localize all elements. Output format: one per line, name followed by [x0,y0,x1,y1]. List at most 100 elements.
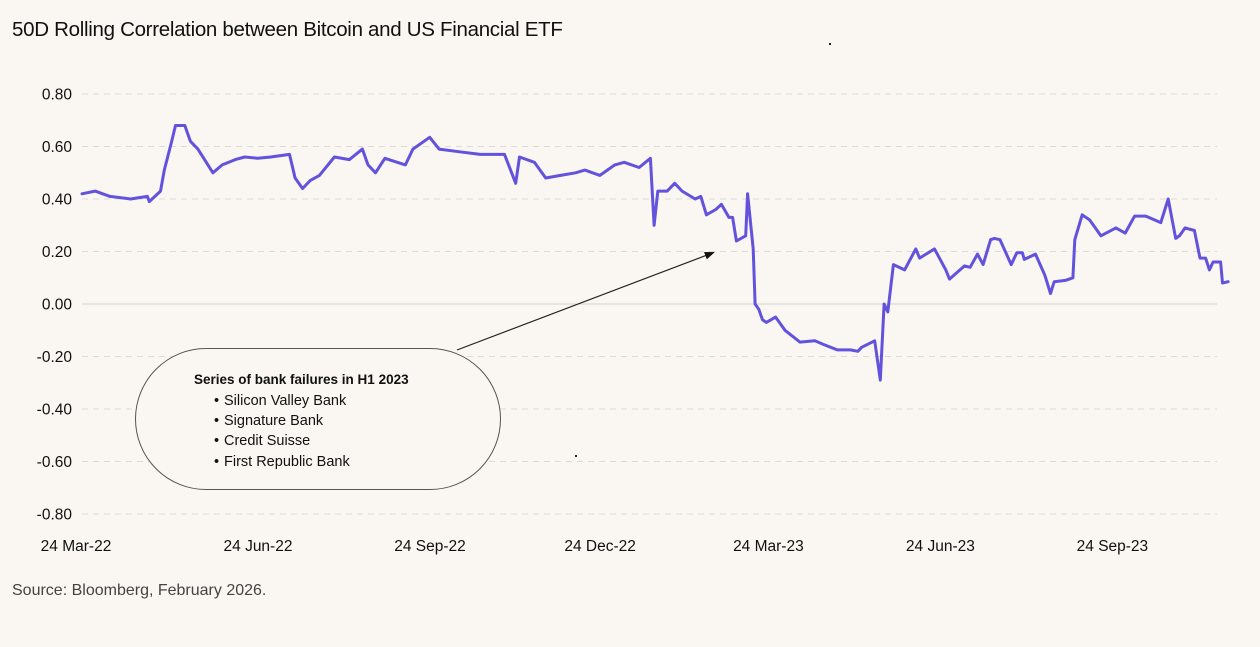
series-points [80,124,1230,382]
data-point [269,155,272,159]
data-point [649,157,652,160]
data-point [914,247,917,251]
data-point [574,171,577,174]
data-point [1204,256,1207,260]
data-point [196,147,200,151]
data-point [301,187,304,190]
data-point [699,195,702,198]
data-point [1021,251,1024,254]
y-tick-label: 0.20 [42,244,73,261]
data-point [1211,260,1215,264]
data-point [148,200,151,203]
data-point [993,237,996,240]
data-point [146,195,149,198]
data-point [437,147,441,151]
data-point [234,158,237,161]
data-point [976,252,979,256]
chart-title: 50D Rolling Correlation between Bitcoin … [12,18,563,41]
data-point [752,247,755,251]
data-point [694,197,697,201]
data-point [948,277,951,281]
data-point [256,157,259,160]
data-point [1114,226,1118,230]
callout-item: • Credit Suisse [214,431,350,451]
data-point [411,147,415,151]
data-point [753,302,757,306]
data-point [183,124,186,127]
data-point [720,203,723,206]
data-point [583,168,587,172]
data-point [544,176,547,180]
data-point [333,155,336,159]
data-point [1071,276,1075,279]
data-point [1073,238,1077,241]
data-point [856,350,860,353]
bullet-icon: • [214,393,220,409]
data-point [503,153,506,156]
y-tick-label: -0.60 [37,454,73,471]
data-point [798,340,802,344]
callout-item: • First Republic Bank [214,452,350,472]
data-point [882,302,886,306]
data-point [221,163,224,167]
data-point [1144,214,1148,218]
data-point [559,174,562,177]
data-point [1015,251,1018,254]
data-point [80,192,84,195]
data-point [211,171,215,174]
data-point [1208,268,1211,272]
annotation-arrow [456,251,715,351]
x-axis-ticks: 24 Mar-22 24 Jun-22 24 Sep-22 24 Dec-22 24 M… [41,538,1149,555]
data-point [1088,218,1091,222]
data-point [174,124,177,127]
data-point [714,208,717,211]
data-point [1034,252,1037,256]
x-tick-label: 24 Mar-23 [733,538,804,555]
bullet-icon: • [214,453,220,470]
data-point [968,266,972,269]
data-point [598,174,602,177]
data-point [735,239,738,243]
data-point [533,161,536,164]
data-point [673,182,676,185]
callout-title: Series of bank failures in H1 2023 [194,372,409,387]
stray-dot [575,455,577,457]
data-point [1183,226,1187,230]
y-tick-label: 0.80 [42,87,73,104]
data-point [666,189,669,193]
data-point [1219,260,1222,264]
source-note: Source: Bloomberg, February 2026. [12,582,267,599]
callout-item-text: Signature Bank [224,413,324,430]
data-point [288,153,291,156]
data-point [1124,231,1127,235]
callout-item-text: First Republic Bank [224,453,350,470]
x-tick-label: 24 Dec-22 [564,538,636,555]
data-point [1043,273,1047,277]
data-point [746,192,749,195]
callout-item: • Silicon Valley Bank [214,391,350,411]
data-point [705,213,708,216]
data-point [1053,280,1056,283]
data-point [1081,213,1084,216]
y-axis-ticks: 0.80 0.60 0.40 0.20 0.00 -0.20 -0.40 -0.60 -0.80 [37,87,73,524]
data-point [1010,263,1013,266]
data-point [348,158,351,161]
data-point [1178,234,1181,237]
data-point [892,263,895,266]
data-point [1226,280,1230,283]
x-tick-label: 24 Sep-22 [394,538,466,555]
data-point [836,348,839,352]
callout-item-text: Silicon Valley Bank [224,393,347,409]
data-point [860,346,863,349]
data-point [361,147,364,151]
data-point [944,268,947,272]
data-point [189,140,192,143]
data-point [93,189,97,193]
data-point [656,189,659,193]
callout-list: • Silicon Valley Bank • Signature Bank • Cr… [214,391,350,472]
data-point [1099,234,1103,237]
data-point [428,136,431,139]
data-point [623,161,626,164]
data-point [514,182,517,185]
